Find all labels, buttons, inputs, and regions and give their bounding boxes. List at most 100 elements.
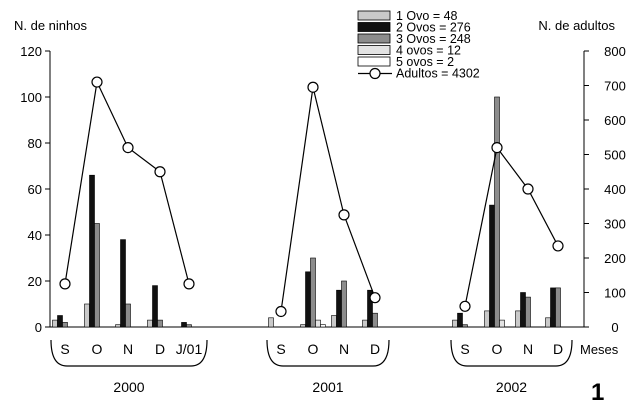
nest-bar: [372, 312, 378, 328]
nest-bar: [525, 296, 531, 328]
left-tick-label: 0: [35, 320, 42, 335]
nest-bar: [57, 315, 63, 328]
nest-bar: [186, 324, 192, 328]
right-tick-label: 600: [604, 113, 626, 128]
figure-number: 1: [591, 379, 604, 406]
month-label: D: [553, 341, 563, 357]
left-tick-label: 80: [28, 136, 42, 151]
left-tick-label: 40: [28, 228, 42, 243]
adults-point: [491, 142, 503, 154]
right-tick-label: 400: [604, 182, 626, 197]
year-label: 2000: [113, 379, 144, 395]
adults-point: [275, 305, 287, 318]
legend-label: 5 ovos = 2: [396, 55, 454, 69]
month-label: S: [276, 341, 285, 357]
right-tick-label: 100: [604, 286, 626, 301]
right-tick-label: 0: [611, 320, 618, 335]
nest-bar: [494, 96, 500, 328]
legend-swatch: [357, 33, 391, 44]
adults-point: [459, 300, 471, 312]
adults-line: [464, 146, 559, 307]
nest-bar: [305, 271, 311, 328]
legend-label: 1 Ovo = 48: [396, 9, 458, 23]
left-tick-label: 20: [28, 274, 42, 289]
nest-bar: [94, 223, 100, 328]
adults-line: [64, 80, 190, 285]
year-bracket: [450, 339, 573, 367]
adults-point: [183, 278, 195, 290]
year-bracket: [266, 339, 390, 367]
nest-bar: [89, 174, 95, 328]
left-tick-label: 60: [28, 182, 42, 197]
legend-swatch: [357, 10, 391, 21]
nest-bar: [52, 319, 58, 328]
adults-line: [280, 87, 376, 312]
nest-bar: [499, 319, 505, 328]
nest-bar: [462, 324, 468, 328]
adults-point: [338, 209, 350, 221]
nest-bar: [545, 317, 551, 328]
nest-bar: [362, 319, 368, 328]
month-label: N: [123, 341, 133, 357]
nest-bar: [147, 319, 153, 328]
nest-bar: [452, 319, 458, 328]
right-axis-title: N. de adultos: [538, 18, 615, 33]
adults-point: [369, 292, 381, 304]
month-label: D: [370, 341, 380, 357]
nest-bar: [331, 315, 337, 328]
nest-bar: [336, 289, 342, 328]
year-label: 2002: [496, 379, 527, 395]
nest-bar: [489, 204, 495, 328]
adults-point: [522, 183, 534, 195]
legend-label: 2 Ovos = 276: [396, 21, 471, 35]
nest-bar: [320, 324, 326, 328]
nest-bar: [367, 289, 373, 328]
month-label: D: [155, 341, 165, 357]
month-label: S: [60, 341, 69, 357]
nest-bar: [555, 287, 561, 328]
legend-line-marker: [369, 67, 381, 80]
year-label: 2001: [312, 379, 343, 395]
nest-bar: [300, 324, 306, 328]
nest-bar: [152, 285, 158, 328]
month-label: S: [460, 341, 469, 357]
left-tick-label: 100: [20, 90, 42, 105]
left-tick-label: 120: [20, 44, 42, 59]
nest-bar: [62, 322, 68, 328]
right-tick-label: 700: [604, 79, 626, 94]
legend-swatch: [357, 56, 391, 67]
month-label: O: [92, 341, 103, 357]
adults-point: [91, 76, 103, 88]
nest-bar: [310, 257, 316, 328]
month-label: J/01: [176, 341, 203, 357]
right-tick-label: 500: [604, 148, 626, 163]
month-label: N: [523, 341, 533, 357]
month-label: O: [492, 341, 503, 357]
month-label: O: [308, 341, 319, 357]
legend-swatch: [357, 45, 391, 55]
x-axis-title: Meses: [580, 342, 619, 357]
right-tick-label: 200: [604, 251, 626, 266]
legend-label: 3 Ovos = 248: [396, 32, 471, 46]
nest-bar: [125, 303, 131, 328]
nest-bar: [84, 303, 90, 328]
legend-label: 4 ovos = 12: [396, 44, 461, 58]
month-label: N: [339, 341, 349, 357]
nest-bar: [181, 322, 187, 328]
adults-point: [122, 142, 134, 154]
nest-bar: [315, 319, 321, 328]
nest-bar: [550, 287, 556, 328]
nest-bar: [484, 310, 490, 328]
nest-bar: [268, 317, 274, 328]
adults-point: [59, 278, 71, 290]
right-tick-label: 300: [604, 217, 626, 232]
legend-label: Adultos = 4302: [396, 67, 480, 81]
adults-point: [552, 240, 564, 252]
nest-bar: [457, 312, 463, 328]
year-bracket: [50, 339, 208, 367]
nest-bar: [341, 280, 347, 328]
nest-bar: [157, 319, 163, 328]
nest-bar: [515, 310, 521, 328]
nest-bar: [520, 292, 526, 328]
